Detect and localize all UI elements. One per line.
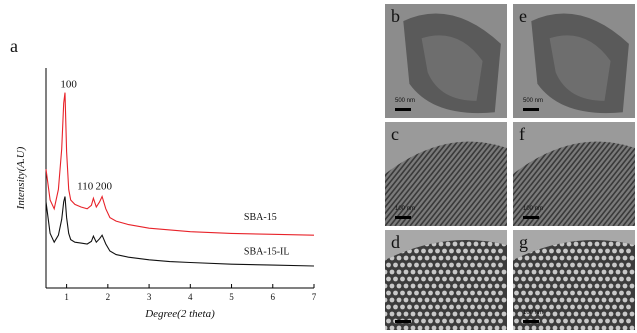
tem-micrograph — [385, 230, 507, 330]
x-tick-label: 3 — [147, 292, 152, 302]
scale-bar-label: 100 nm — [395, 206, 416, 212]
panel-a-label: a — [10, 36, 18, 56]
x-tick-label: 1 — [64, 292, 69, 302]
tem-micrograph — [513, 122, 635, 226]
tem-panel-f: f 100 nm — [513, 122, 635, 226]
tem-panel-e: e 500 nm — [513, 4, 635, 118]
scale-bar-label: 500 nm — [395, 98, 416, 104]
series-line-0 — [45, 92, 315, 236]
x-tick-label: 2 — [106, 292, 111, 302]
series-line-1 — [45, 196, 315, 267]
tem-panel-letter: g — [519, 232, 528, 252]
scale-bar — [523, 320, 539, 323]
tem-panel-b: b 500 nm — [385, 4, 507, 118]
peak-annotation: 110 — [77, 180, 94, 192]
tem-panel-g: g 100 nm — [513, 230, 635, 330]
scale-bar — [523, 216, 539, 219]
scale-bar-label: 100 nm — [523, 310, 544, 316]
scale-bar — [395, 108, 411, 111]
tem-panel-letter: e — [519, 6, 527, 26]
scale-bar — [395, 216, 411, 219]
x-tick-label: 4 — [188, 292, 193, 302]
x-tick-label: 6 — [271, 292, 276, 302]
series-label-1: SBA-15-IL — [244, 247, 290, 258]
y-axis-title: Intensity(A.U) — [15, 146, 27, 210]
scale-bar-label: 500 nm — [523, 98, 544, 104]
tem-micrograph — [385, 122, 507, 226]
x-axis-title: Degree(2 theta) — [144, 308, 215, 320]
scale-bar-label: 100 nm — [523, 206, 544, 212]
tem-panel-letter: d — [391, 232, 400, 252]
tem-panel-letter: b — [391, 6, 400, 26]
tem-image-grid: b 500 nm e 500 nm c 100 nm f 100 nm d g 100 n… — [385, 4, 635, 330]
series-label-0: SBA-15 — [244, 212, 277, 223]
x-tick-label: 5 — [229, 292, 234, 302]
tem-panel-letter: f — [519, 124, 525, 144]
scale-bar — [395, 320, 411, 323]
scale-bar — [523, 108, 539, 111]
tem-micrograph — [385, 4, 507, 118]
tem-micrograph — [513, 230, 635, 330]
tem-panel-c: c 100 nm — [385, 122, 507, 226]
peak-annotation: 100 — [60, 78, 77, 90]
tem-panel-d: d — [385, 230, 507, 330]
x-tick-label: 7 — [312, 292, 317, 302]
tem-micrograph — [513, 4, 635, 118]
tem-panel-letter: c — [391, 124, 399, 144]
peak-annotation: 200 — [95, 180, 112, 192]
